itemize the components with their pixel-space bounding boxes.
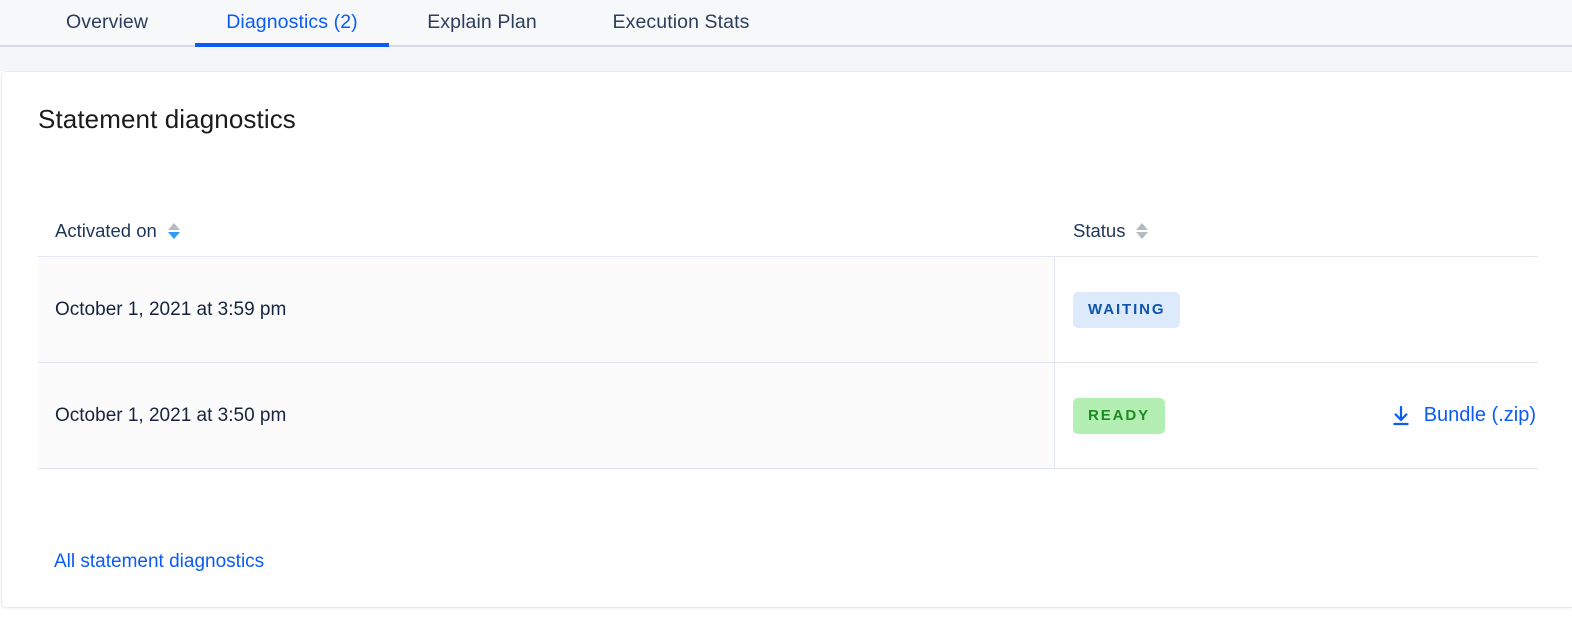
tab-diagnostics[interactable]: Diagnostics (2) <box>195 0 389 47</box>
cell-action <box>1355 257 1538 362</box>
page-title: Statement diagnostics <box>38 104 296 134</box>
statement-diagnostics-card: Statement diagnostics Activated on Statu… <box>1 71 1572 608</box>
download-icon <box>1393 405 1409 425</box>
column-header-activated-on-label: Activated on <box>55 220 157 241</box>
tab-explain-plan-label: Explain Plan <box>427 11 537 33</box>
sort-descending-icon <box>1136 232 1149 239</box>
tab-overview[interactable]: Overview <box>19 0 195 45</box>
tab-execution-stats[interactable]: Execution Stats <box>575 0 787 45</box>
tab-explain-plan[interactable]: Explain Plan <box>389 0 575 45</box>
download-bundle-link[interactable]: Bundle (.zip) <box>1389 404 1536 428</box>
cell-action: Bundle (.zip) <box>1355 363 1538 468</box>
sort-ascending-icon <box>167 223 180 230</box>
status-badge: READY <box>1073 397 1166 434</box>
table-row[interactable]: October 1, 2021 at 3:50 pm READY Bundle … <box>38 363 1538 469</box>
all-statement-diagnostics-link[interactable]: All statement diagnostics <box>54 551 265 572</box>
column-header-status[interactable]: Status <box>1055 220 1355 242</box>
column-header-status-label: Status <box>1073 220 1126 241</box>
cell-status: WAITING <box>1055 257 1355 362</box>
cell-activated-on: October 1, 2021 at 3:59 pm <box>38 257 1055 362</box>
status-badge: WAITING <box>1073 291 1181 328</box>
tab-bar: Overview Diagnostics (2) Explain Plan Ex… <box>0 0 1572 47</box>
download-bundle-label: Bundle (.zip) <box>1423 404 1536 426</box>
cell-status: READY <box>1055 363 1355 468</box>
tab-overview-label: Overview <box>65 11 149 33</box>
sort-arrows-icon[interactable] <box>1136 223 1149 239</box>
cell-activated-on: October 1, 2021 at 3:50 pm <box>38 363 1055 468</box>
sort-ascending-icon <box>1136 223 1149 230</box>
sort-arrows-icon[interactable] <box>167 223 180 239</box>
tab-diagnostics-label: Diagnostics (2) <box>226 11 358 33</box>
diagnostics-table: Activated on Status October 1, 2021 at 3… <box>38 206 1538 469</box>
page-background-band <box>0 47 1572 71</box>
table-row[interactable]: October 1, 2021 at 3:59 pm WAITING <box>38 257 1538 363</box>
column-header-activated-on[interactable]: Activated on <box>38 220 1055 242</box>
table-header-row: Activated on Status <box>38 206 1538 257</box>
sort-descending-icon <box>167 232 180 239</box>
tab-execution-stats-label: Execution Stats <box>612 11 750 33</box>
